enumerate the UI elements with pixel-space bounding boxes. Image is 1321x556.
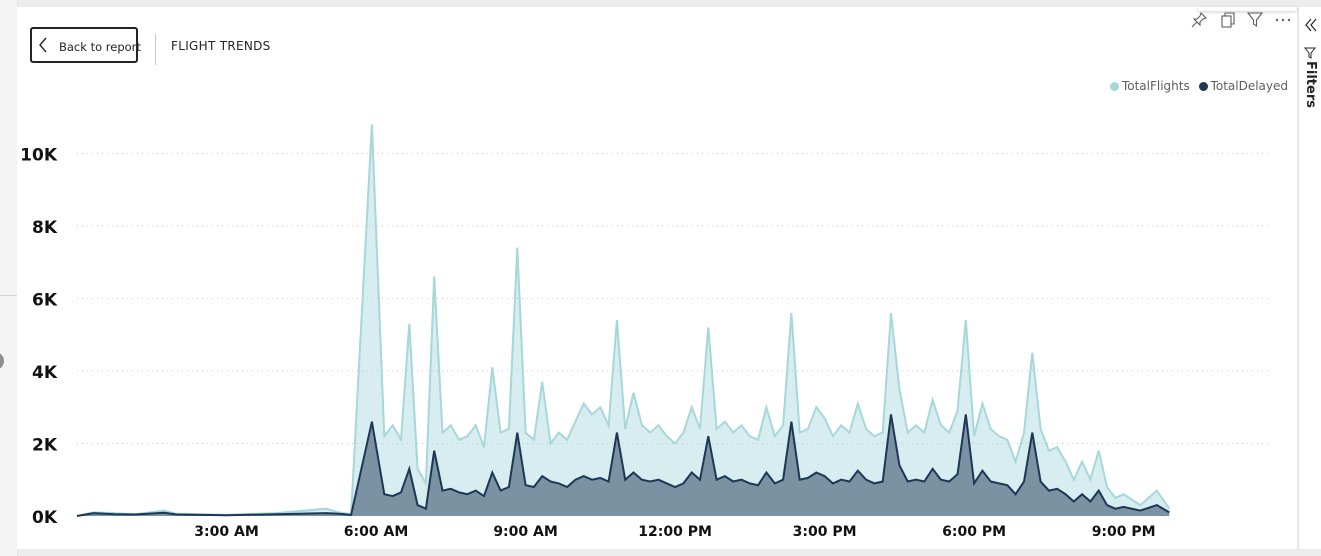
collapse-pane-icon[interactable] bbox=[1304, 17, 1318, 33]
legend-label-totaldelayed: TotalDelayed bbox=[1210, 79, 1288, 93]
x-tick-label: 9:00 AM bbox=[493, 524, 557, 540]
chart-legend: TotalFlights TotalDelayed bbox=[1105, 79, 1288, 93]
copy-icon[interactable] bbox=[1219, 11, 1237, 29]
y-tick-label: 2K bbox=[32, 435, 58, 455]
filters-label: Filters bbox=[1303, 61, 1318, 108]
series-area-totalflights bbox=[77, 124, 1170, 517]
x-tick-label: 9:00 PM bbox=[1092, 524, 1156, 540]
header-divider bbox=[155, 34, 156, 65]
x-tick-label: 12:00 PM bbox=[638, 524, 712, 540]
legend-item-totaldelayed[interactable]: TotalDelayed bbox=[1198, 79, 1288, 93]
back-to-report-button[interactable]: Back to report bbox=[30, 27, 141, 63]
scroll-knob[interactable] bbox=[0, 352, 4, 370]
filter-icon[interactable] bbox=[1246, 11, 1264, 29]
x-tick-label: 3:00 PM bbox=[793, 524, 857, 540]
x-tick-label: 6:00 PM bbox=[942, 524, 1006, 540]
back-to-report-label: Back to report bbox=[59, 40, 141, 54]
flight-trends-area-chart[interactable]: 0K 2K 4K 6K 8K 10K 3:00 AM 6:00 AM 9:00 AM 12:00 … bbox=[17, 107, 1287, 543]
x-tick-label: 6:00 AM bbox=[344, 524, 408, 540]
series-line-totaldelayed[interactable] bbox=[76, 414, 1170, 517]
legend-dot-totalflights bbox=[1109, 82, 1119, 91]
y-tick-label: 6K bbox=[32, 290, 58, 310]
legend-label-totalflights: TotalFlights bbox=[1121, 79, 1190, 93]
series-area-totaldelayed bbox=[77, 414, 1170, 516]
more-options-icon[interactable] bbox=[1274, 11, 1292, 29]
focus-mode-canvas: Back to report FLIGHT TRENDS TotalFlight… bbox=[17, 7, 1297, 549]
filters-pane-toggle[interactable]: Filters bbox=[1303, 47, 1321, 108]
x-tick-label: 3:00 AM bbox=[194, 524, 258, 540]
chevron-left-icon bbox=[39, 37, 47, 53]
page-title: FLIGHT TRENDS bbox=[171, 39, 271, 53]
y-tick-label: 4K bbox=[32, 363, 58, 383]
filter-funnel-icon bbox=[1304, 47, 1316, 59]
y-tick-label: 0K bbox=[32, 508, 58, 528]
tooltip-edge bbox=[1197, 7, 1297, 11]
left-strip-divider bbox=[0, 295, 17, 296]
left-side-strip bbox=[0, 0, 18, 556]
y-tick-label: 8K bbox=[32, 218, 58, 238]
series-line-totalflights[interactable] bbox=[76, 124, 1171, 517]
legend-dot-totaldelayed bbox=[1198, 82, 1208, 91]
y-tick-label: 10K bbox=[20, 145, 58, 165]
legend-item-totalflights[interactable]: TotalFlights bbox=[1109, 79, 1190, 93]
filters-pane: Filters bbox=[1298, 7, 1321, 549]
pin-icon[interactable] bbox=[1190, 11, 1208, 29]
